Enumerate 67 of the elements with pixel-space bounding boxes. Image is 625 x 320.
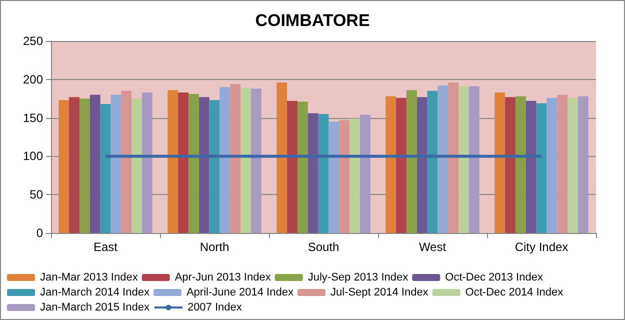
legend-label: Oct-Dec 2013 Index — [445, 272, 544, 284]
bar — [468, 86, 480, 233]
bar — [230, 84, 241, 233]
x-tick-label: West — [418, 240, 447, 254]
bar — [250, 88, 262, 233]
bar — [350, 118, 360, 233]
bar — [276, 82, 288, 233]
bar — [79, 98, 90, 233]
legend-label: Jan-March 2014 Index — [40, 286, 150, 298]
bar — [100, 104, 111, 233]
bar — [458, 86, 469, 233]
x-tick-label: South — [308, 240, 340, 254]
x-tick-label: North — [200, 240, 230, 254]
bar — [406, 90, 417, 233]
legend-label: Oct-Dec 2014 Index — [465, 286, 564, 298]
bar — [318, 114, 329, 233]
bar — [121, 90, 132, 233]
y-tick-label: 200 — [22, 72, 44, 86]
bar — [287, 100, 298, 233]
y-tick-label: 250 — [22, 34, 44, 48]
chart-title: COIMBATORE — [255, 11, 370, 30]
bar — [505, 97, 516, 233]
bar — [427, 90, 438, 233]
bar — [386, 96, 396, 233]
legend-label: Jan-March 2015 Index — [40, 302, 150, 314]
bar — [515, 96, 526, 233]
bar — [416, 97, 428, 233]
bar — [568, 98, 578, 233]
bar — [168, 90, 178, 233]
legend-label: Jul-Sept 2014 Index — [330, 286, 429, 298]
bar — [240, 88, 251, 233]
legend-label: Jan-Mar 2013 Index — [40, 272, 138, 284]
bar — [360, 114, 370, 233]
legend-label: Apr-Jun 2013 Index — [174, 272, 272, 284]
bar — [58, 100, 70, 233]
bar — [536, 103, 547, 233]
bar — [526, 100, 536, 233]
bar — [328, 122, 340, 233]
bar — [178, 92, 188, 233]
bar — [339, 120, 350, 233]
bar — [297, 102, 308, 233]
bar — [578, 96, 588, 233]
bar — [438, 86, 448, 233]
bar — [494, 92, 506, 233]
bar — [198, 97, 210, 233]
y-tick-label: 0 — [36, 226, 44, 240]
legend-label: April-June 2014 Index — [186, 286, 294, 298]
y-tick-label: 150 — [22, 110, 44, 125]
bar — [396, 98, 406, 233]
bar — [132, 98, 142, 233]
bar — [557, 94, 568, 233]
bar — [308, 113, 318, 233]
bar — [110, 94, 122, 233]
bar — [188, 94, 199, 233]
bar — [90, 94, 100, 233]
y-tick-label: 50 — [30, 188, 44, 202]
legend-label: 2007 Index — [187, 302, 242, 314]
bar — [448, 82, 459, 233]
x-tick-label: East — [93, 240, 118, 254]
bar — [209, 100, 220, 233]
x-tick-label: City Index — [514, 240, 568, 254]
legend-label: July-Sep 2013 Index — [308, 272, 409, 284]
y-tick-label: 100 — [22, 149, 44, 164]
bar — [546, 98, 558, 233]
bar — [69, 97, 80, 233]
bar — [220, 87, 230, 233]
bar — [142, 92, 152, 233]
